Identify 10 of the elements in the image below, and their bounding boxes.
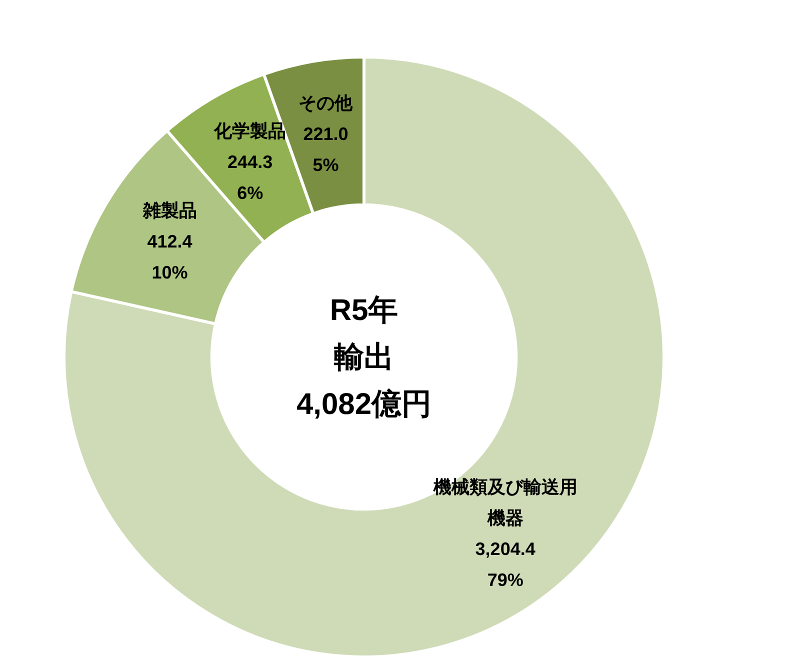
slice-label: 雑製品 xyxy=(142,200,197,220)
text: R5年 xyxy=(330,294,398,327)
data-label: 412.4 10% xyxy=(147,231,192,282)
data-label: 3,204.4 79% xyxy=(475,538,536,590)
slice-label: 機械類及び輸送用機器 xyxy=(432,476,578,528)
text: 4,082億円 xyxy=(296,388,432,421)
data-label: 244.3 6% xyxy=(228,152,273,203)
slice-label: その他 xyxy=(298,93,354,114)
data-label: 221.0 5% xyxy=(303,124,348,176)
text: 輸出 xyxy=(333,341,394,374)
